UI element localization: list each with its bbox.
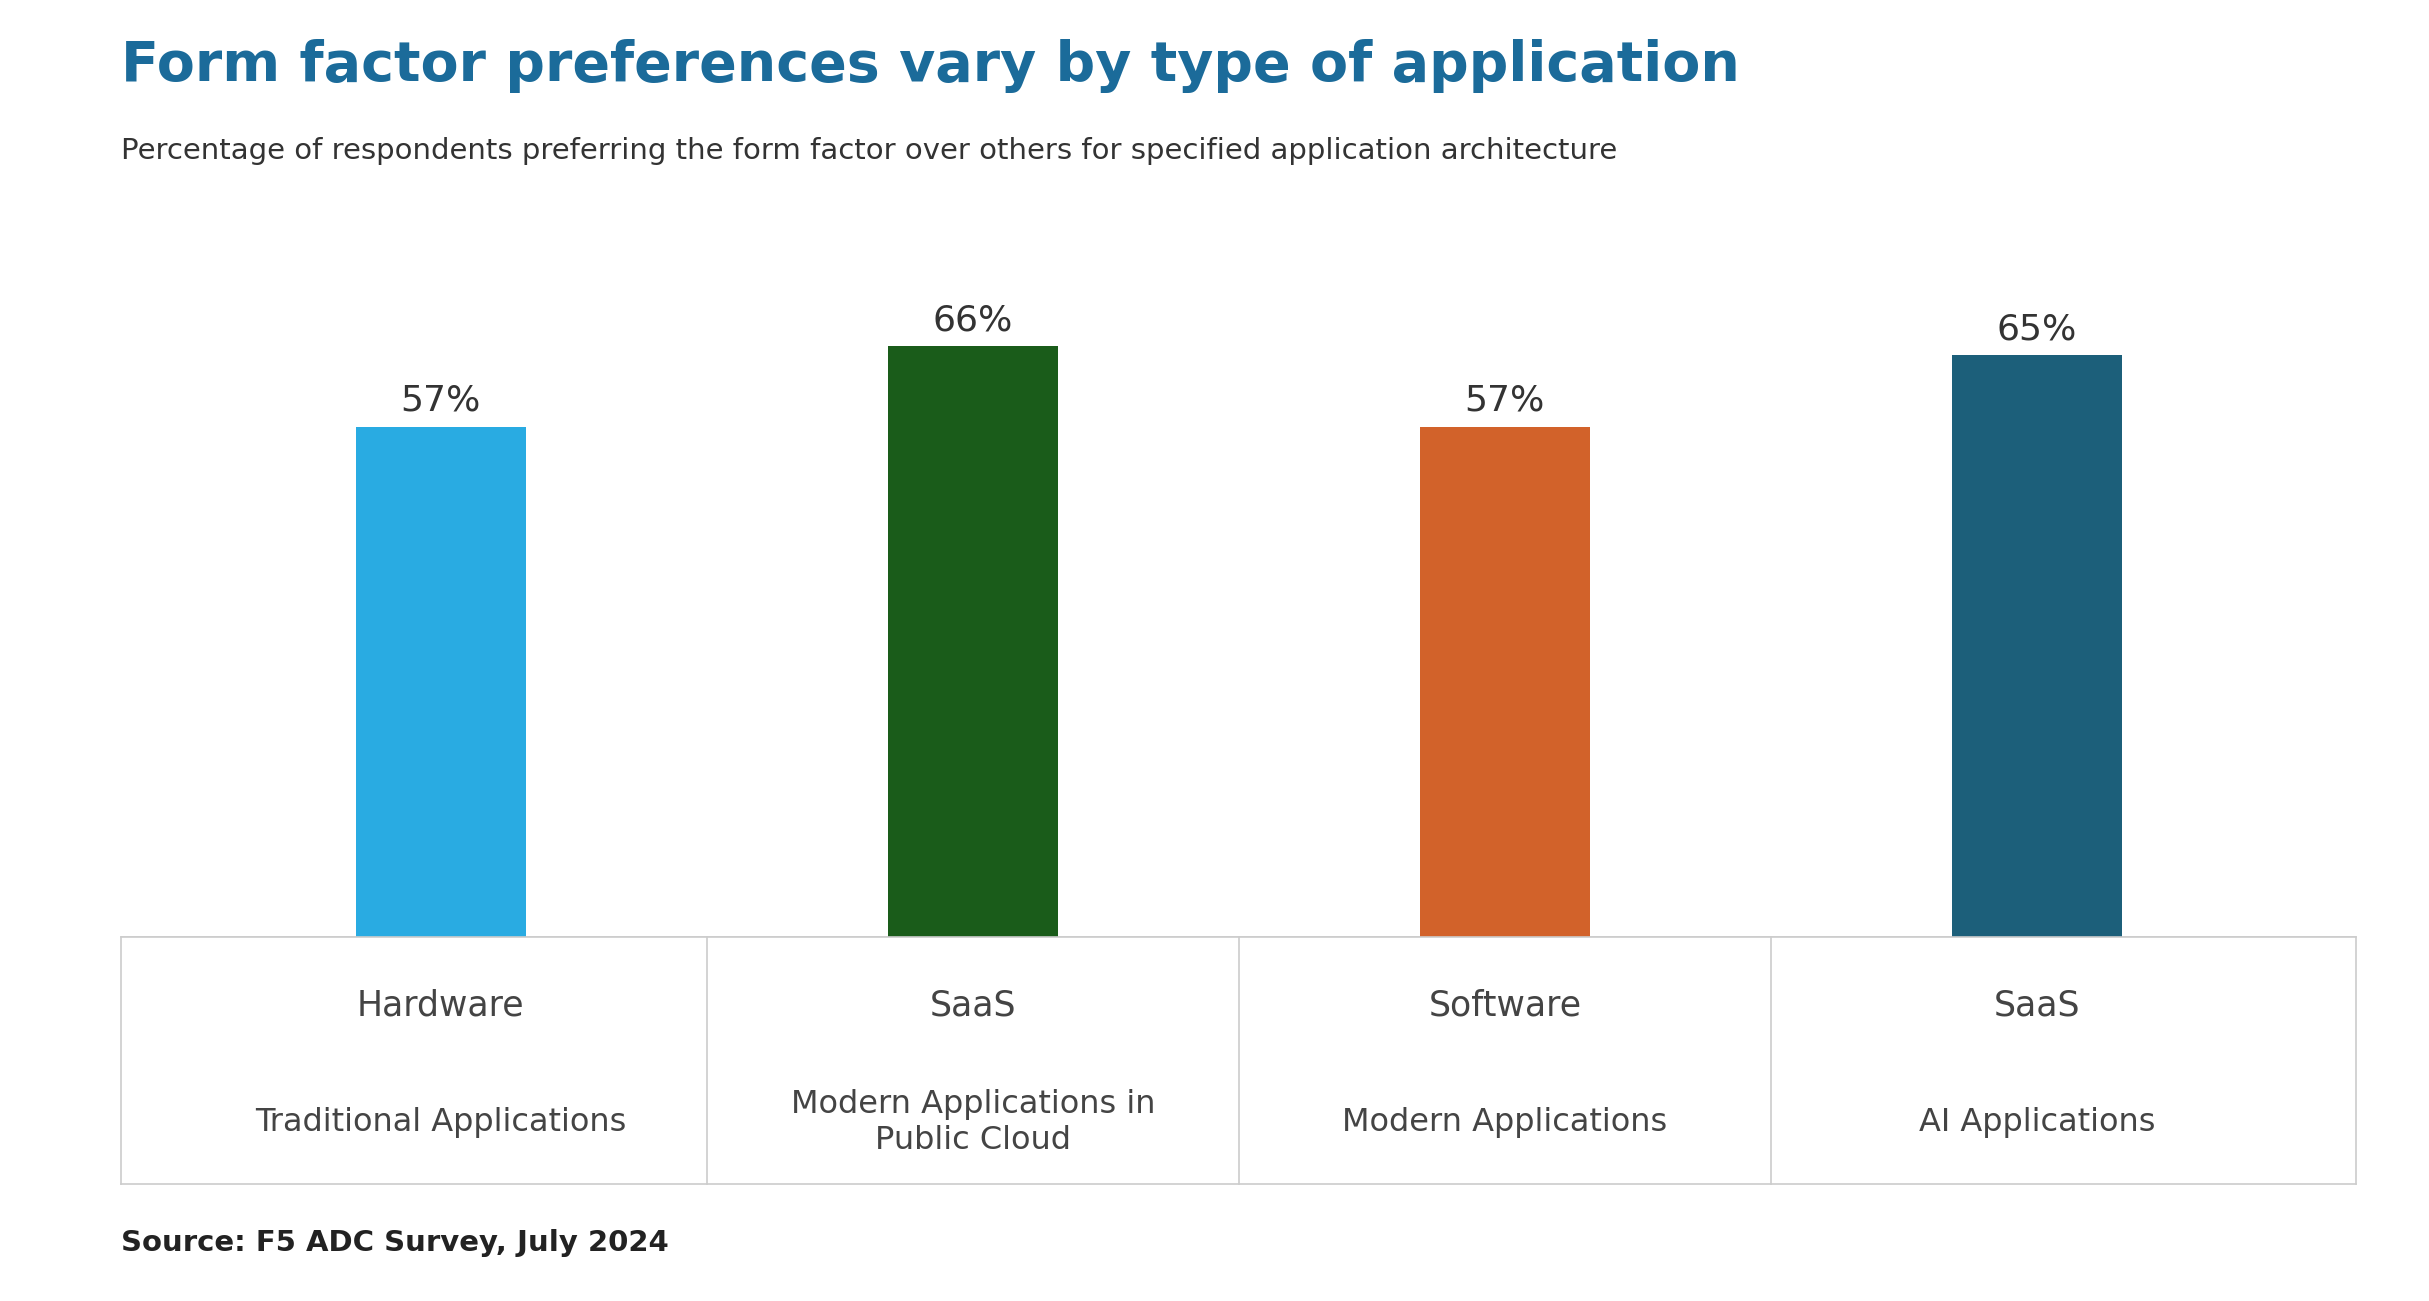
Text: Traditional Applications: Traditional Applications: [255, 1107, 627, 1137]
Text: Software: Software: [1428, 989, 1581, 1023]
Text: SaaS: SaaS: [1994, 989, 2079, 1023]
Text: 57%: 57%: [401, 384, 481, 418]
Text: Hardware: Hardware: [357, 989, 525, 1023]
Text: Modern Applications in
Public Cloud: Modern Applications in Public Cloud: [789, 1089, 1156, 1155]
Text: Form factor preferences vary by type of application: Form factor preferences vary by type of …: [121, 39, 1739, 94]
Text: 57%: 57%: [1465, 384, 1545, 418]
Text: SaaS: SaaS: [930, 989, 1015, 1023]
Bar: [355, 427, 525, 937]
Text: Source: F5 ADC Survey, July 2024: Source: F5 ADC Survey, July 2024: [121, 1229, 670, 1258]
Text: 65%: 65%: [1997, 312, 2077, 346]
Bar: [887, 346, 1059, 937]
Bar: [1953, 355, 2123, 937]
Bar: [1419, 427, 1591, 937]
Text: 66%: 66%: [933, 303, 1013, 337]
Text: Percentage of respondents preferring the form factor over others for specified a: Percentage of respondents preferring the…: [121, 137, 1618, 165]
Text: AI Applications: AI Applications: [1919, 1107, 2155, 1137]
Text: Modern Applications: Modern Applications: [1343, 1107, 1666, 1137]
